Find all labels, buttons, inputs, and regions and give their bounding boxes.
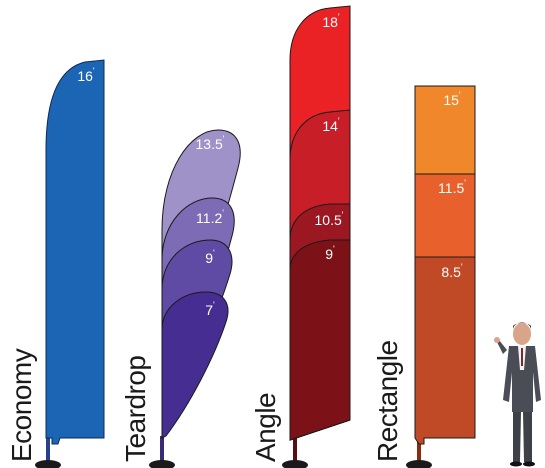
angle-size-label-4: 9' [325,244,335,262]
teardrop-size-label-1: 13.5' [195,134,225,152]
angle-size-label-1: 18' [322,12,340,30]
teardrop-flag-group [149,129,241,468]
economy-pole [46,436,50,462]
economy-size-label: 16' [77,66,95,84]
angle-pole [293,436,297,462]
teardrop-size-label-3: 9' [205,248,215,266]
rectangle-size-label-3: 8.5' [441,262,463,280]
angle-size-label-3: 10.5' [314,210,344,228]
teardrop-pole [160,436,164,462]
angle-flag-9 [289,239,351,441]
rectangle-flag-15 [414,85,476,175]
rectangle-label: Rectangle [372,340,403,462]
economy-label: Economy [6,348,37,462]
teardrop-base [149,460,175,468]
rectangle-size-label-1: 15' [443,90,461,108]
angle-label: Angle [250,392,281,462]
angle-flag-group [282,5,351,468]
rectangle-pole [417,436,421,462]
businessman-standing-image [494,322,541,467]
teardrop-size-label-2: 11.2' [196,208,224,226]
economy-base [35,460,61,468]
economy-flag-16 [45,59,105,445]
rectangle-flag-group [406,85,476,468]
rectangle-base [406,460,432,468]
economy-flag-group [35,59,105,468]
teardrop-label: Teardrop [120,355,151,462]
rectangle-flag-8-5 [414,256,476,445]
angle-size-label-2: 14' [322,116,340,134]
rectangle-flag-11-5 [414,173,476,258]
teardrop-size-label-4: 7' [205,300,215,318]
angle-base [282,460,308,468]
teardrop-flag-7 [161,291,229,439]
rectangle-size-label-2: 11.5' [438,178,466,196]
